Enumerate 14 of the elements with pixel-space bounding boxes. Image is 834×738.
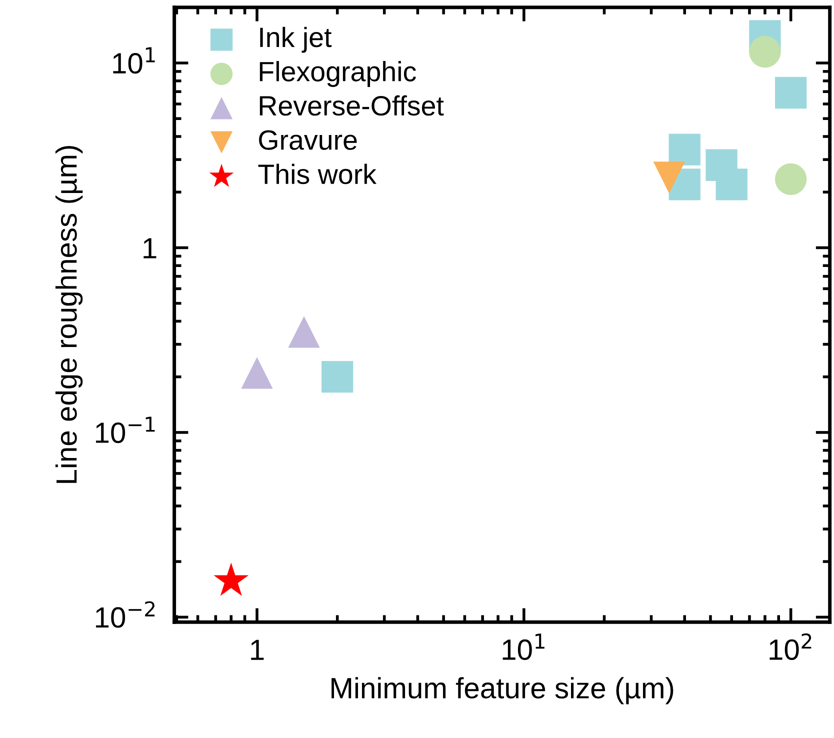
legend-label: Flexographic (260, 61, 416, 87)
x-tick-label: 1 (251, 640, 264, 660)
y-tick-label: 10$^{−1}$ (96, 416, 155, 444)
legend-label: Reverse-Offset (260, 95, 444, 116)
legend-label: Ink jet (260, 26, 332, 53)
x-tick-label: 10$^{2}$ (770, 633, 812, 660)
x-axis-title: Minimum feature size (µm) (332, 677, 674, 704)
legend-label: This work (258, 164, 377, 184)
y-tick-label: 10$^{1}$ (113, 47, 155, 74)
y-tick-label: 10$^{−2}$ (96, 601, 155, 628)
x-tick-label: 10$^{1}$ (502, 634, 544, 660)
legend-label: Gravure (259, 130, 357, 150)
y-tick-label: 1 (144, 238, 156, 258)
y-axis-title: Line edge roughness (µm) (55, 146, 83, 483)
